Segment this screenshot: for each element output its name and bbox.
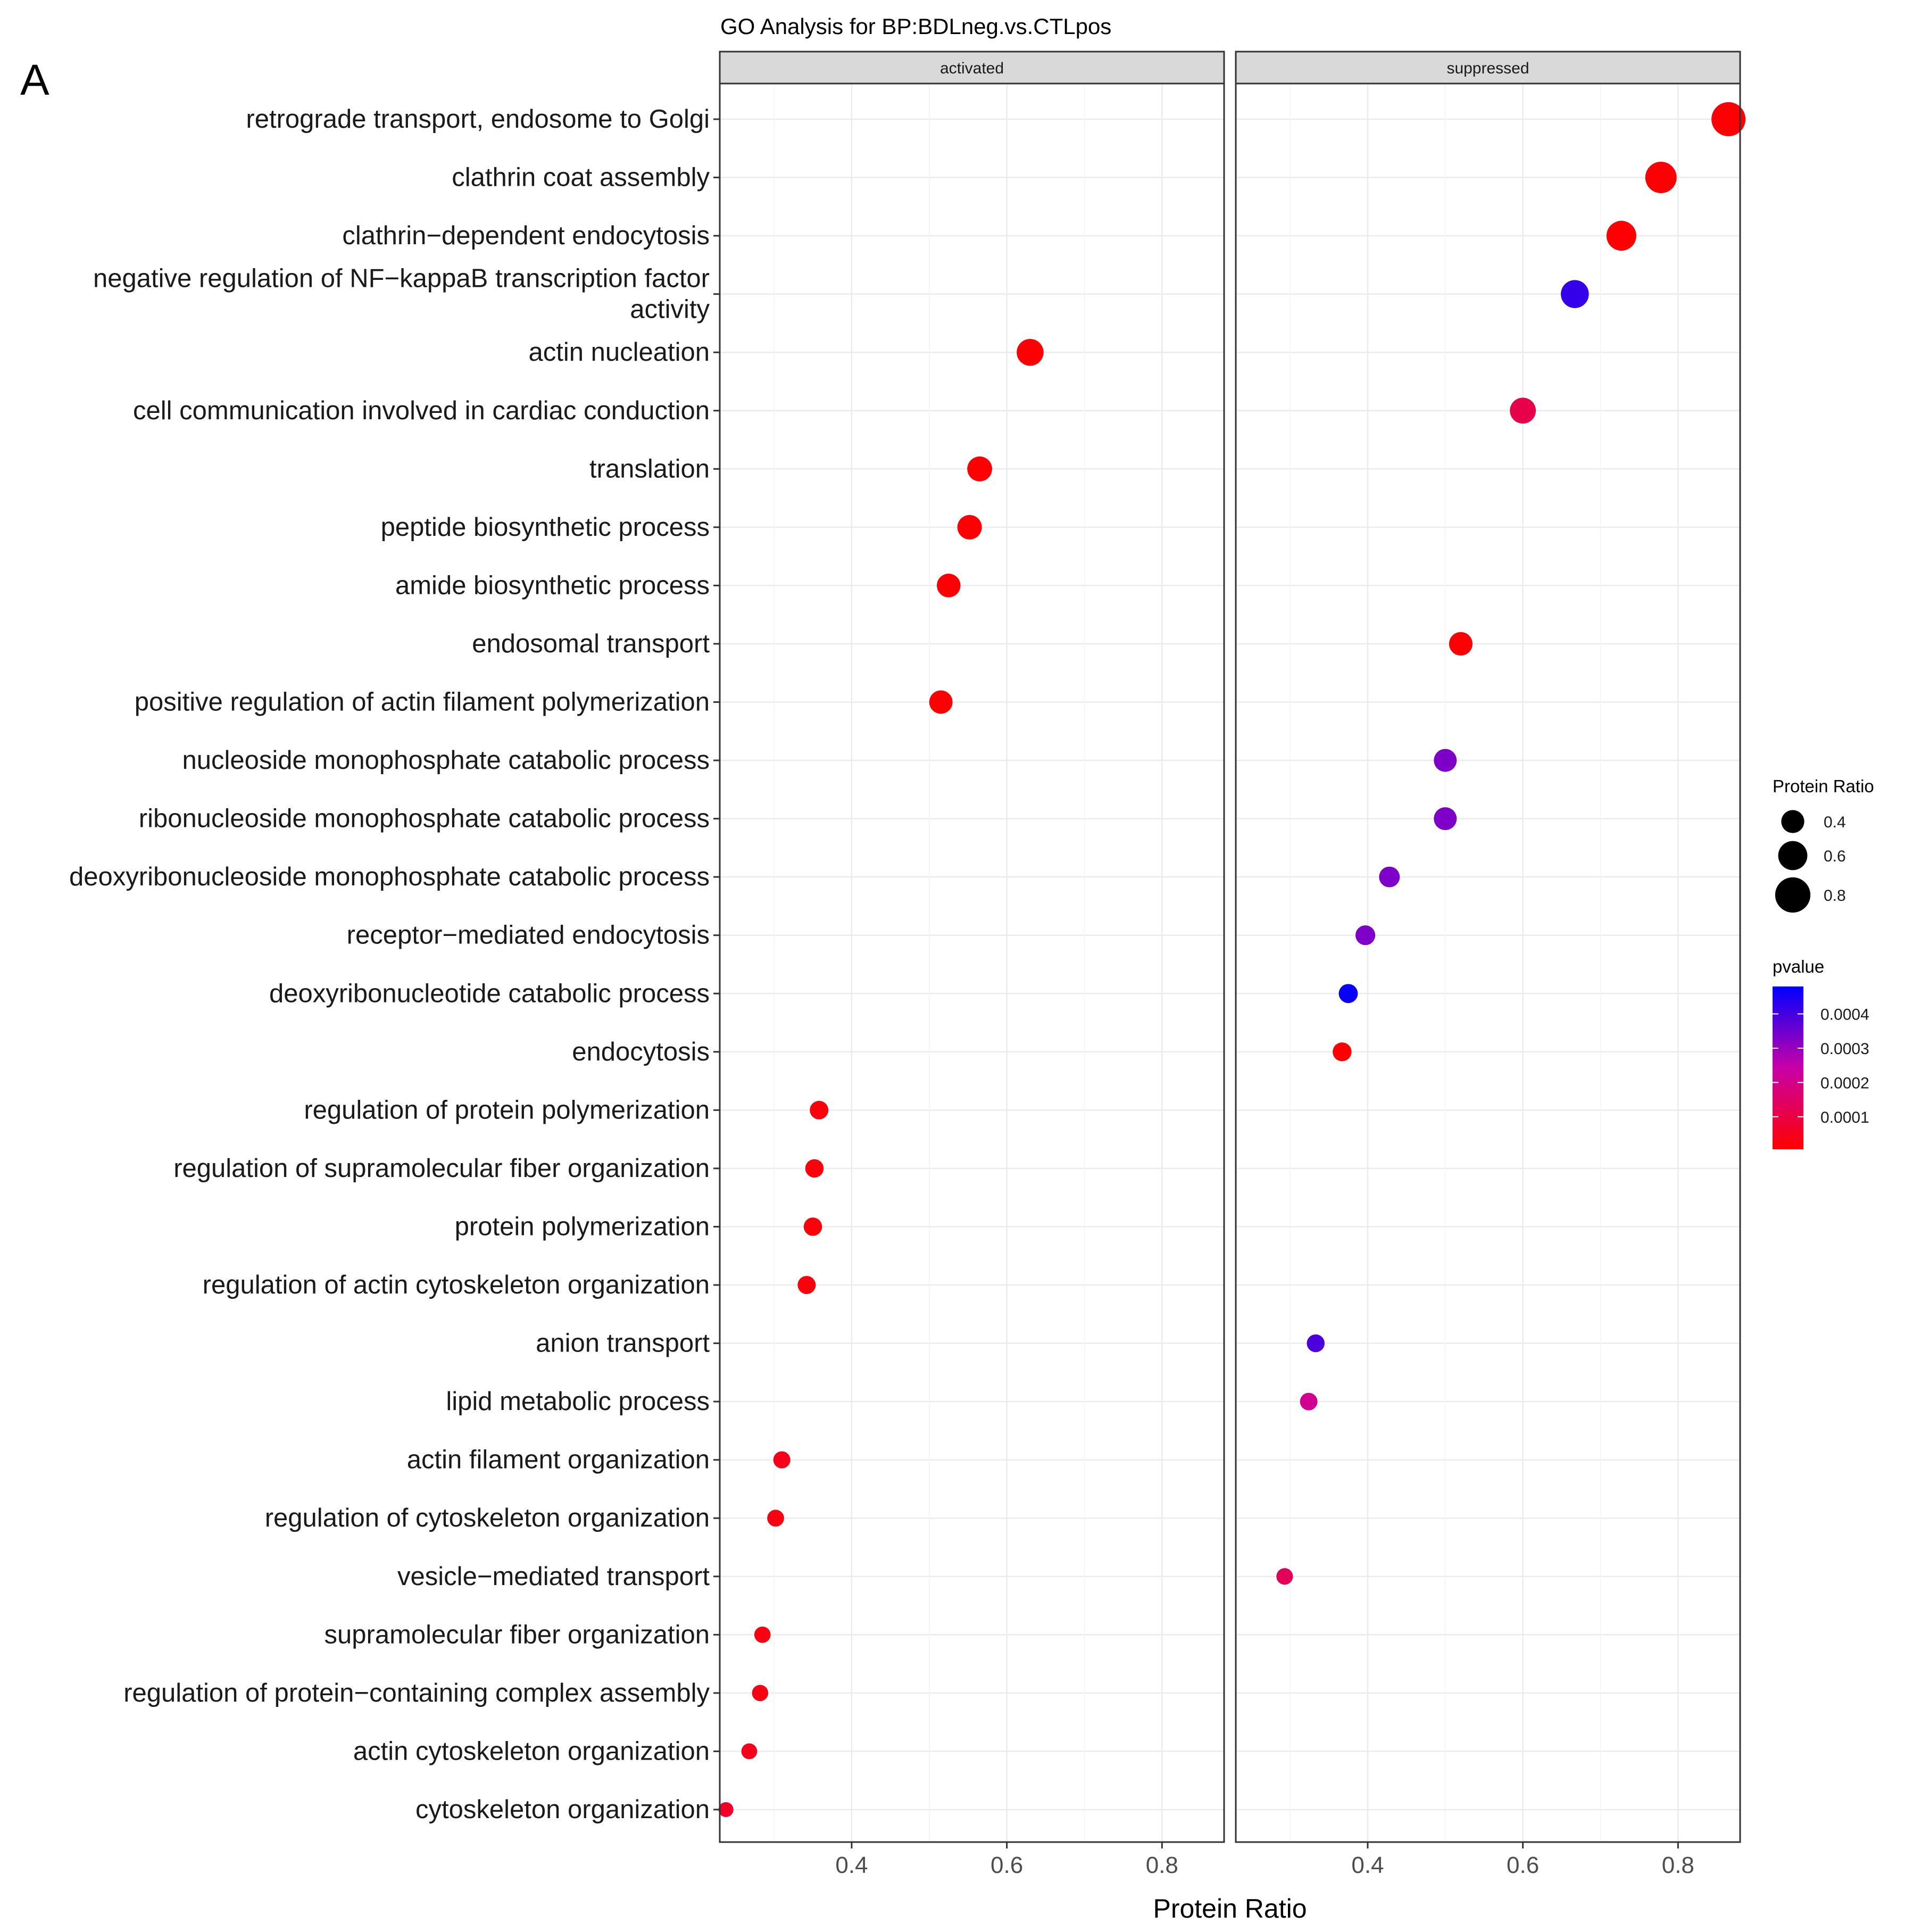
data-point-suppressed <box>1434 807 1457 831</box>
data-point-activated <box>773 1451 791 1469</box>
data-point-suppressed <box>1300 1392 1318 1411</box>
y-tick-label: deoxyribonucleotide catabolic process <box>269 979 710 1008</box>
data-point-suppressed <box>1333 1042 1352 1062</box>
y-tick-label: actin filament organization <box>407 1446 710 1474</box>
color-legend-ticks: 0.0004 0.0003 0.0002 0.0001 <box>1773 1006 1869 1126</box>
y-tick-label: clathrin coat assembly <box>452 163 710 192</box>
y-axis-labels: retrograde transport, endosome to Golgi c… <box>69 105 720 1824</box>
y-tick-label: regulation of supramolecular fiber organ… <box>173 1154 710 1183</box>
y-tick-label: cell communication involved in cardiac c… <box>133 396 710 425</box>
data-point-activated <box>797 1276 816 1294</box>
size-legend-key <box>1778 841 1808 870</box>
data-point-activated <box>803 1217 822 1236</box>
size-legend: 0.4 0.6 0.8 <box>1775 810 1846 913</box>
facet-label-activated: activated <box>940 60 1004 77</box>
color-legend-label: 0.0001 <box>1820 1109 1869 1126</box>
data-point-suppressed <box>1711 102 1746 136</box>
data-point-activated <box>810 1100 829 1120</box>
color-legend-label: 0.0003 <box>1820 1040 1869 1058</box>
facet-label-suppressed: suppressed <box>1446 60 1529 77</box>
x-tick-label: 0.6 <box>1507 1852 1539 1878</box>
data-point-suppressed <box>1434 749 1457 772</box>
y-tick-label: ribonucleoside monophosphate catabolic p… <box>139 805 710 833</box>
data-point-suppressed <box>1449 632 1473 656</box>
grid-lines <box>720 84 1740 1842</box>
data-point-suppressed <box>1561 280 1589 308</box>
y-tick-label: lipid metabolic process <box>446 1387 710 1416</box>
data-point-activated <box>929 690 953 714</box>
x-tick-label: 0.6 <box>991 1852 1023 1878</box>
size-legend-label: 0.4 <box>1824 814 1846 831</box>
y-tick-label: actin nucleation <box>528 338 710 367</box>
data-point-activated <box>937 574 961 598</box>
facet-strip-suppressed <box>1235 51 1741 85</box>
y-tick-label: cytoskeleton organization <box>415 1795 710 1824</box>
y-tick-label: deoxyribonucleoside monophosphate catabo… <box>69 863 710 891</box>
y-tick-label: regulation of actin cytoskeleton organiz… <box>203 1271 710 1299</box>
color-legend-title: pvalue <box>1773 957 1824 976</box>
size-legend-key <box>1781 810 1804 833</box>
y-tick-label: supramolecular fiber organization <box>325 1620 710 1649</box>
data-point-suppressed <box>1645 162 1677 194</box>
y-tick-label: endocytosis <box>572 1038 710 1066</box>
y-tick-label: regulation of protein−containing complex… <box>123 1679 710 1707</box>
color-legend-label: 0.0004 <box>1820 1006 1869 1024</box>
y-tick-label: activity <box>630 295 710 324</box>
y-tick-label: translation <box>589 454 710 483</box>
data-point-suppressed <box>1379 866 1400 888</box>
y-tick-label: receptor−mediated endocytosis <box>347 921 710 950</box>
y-tick-label: negative regulation of NF−kappaB transcr… <box>93 264 710 293</box>
data-point-suppressed <box>1510 397 1536 424</box>
data-point-activated <box>805 1159 824 1178</box>
y-tick-label: regulation of protein polymerization <box>304 1096 710 1124</box>
y-tick-label: protein polymerization <box>455 1212 710 1241</box>
x-tick-label: 0.8 <box>1662 1852 1694 1878</box>
data-point-activated <box>741 1743 758 1760</box>
panel-suppressed <box>1236 84 1740 1842</box>
data-point-activated <box>767 1510 784 1527</box>
y-tick-label: anion transport <box>536 1329 710 1358</box>
y-tick-label: clathrin−dependent endocytosis <box>342 221 710 250</box>
data-point-suppressed <box>1276 1568 1293 1585</box>
data-point-suppressed <box>1338 984 1358 1004</box>
x-tick-label: 0.4 <box>835 1852 868 1878</box>
data-point-activated <box>967 456 992 482</box>
y-tick-label: endosomal transport <box>472 629 710 658</box>
x-axis-ticks: 0.4 0.6 0.8 0.4 0.6 0.8 <box>835 1842 1694 1878</box>
size-legend-key <box>1775 877 1811 913</box>
panel-letter: A <box>20 56 49 104</box>
data-points <box>718 102 1746 1817</box>
x-axis-title: Protein Ratio <box>1153 1894 1307 1923</box>
size-legend-title: Protein Ratio <box>1773 776 1874 796</box>
y-tick-label: vesicle−mediated transport <box>397 1562 710 1591</box>
chart-title: GO Analysis for BP:BDLneg.vs.CTLpos <box>720 14 1111 39</box>
color-legend-bar <box>1773 986 1803 1149</box>
panel-suppressed-border <box>1235 82 1741 1843</box>
data-point-activated <box>754 1626 771 1643</box>
data-point-activated <box>957 515 982 540</box>
y-tick-label: peptide biosynthetic process <box>381 513 710 542</box>
y-tick-label: positive regulation of actin filament po… <box>135 688 710 717</box>
y-tick-label: amide biosynthetic process <box>395 571 710 600</box>
x-tick-label: 0.8 <box>1146 1852 1178 1878</box>
x-tick-label: 0.4 <box>1351 1852 1384 1878</box>
data-point-suppressed <box>1355 925 1376 946</box>
data-point-suppressed <box>1606 221 1636 251</box>
y-tick-label: retrograde transport, endosome to Golgi <box>246 105 710 134</box>
size-legend-label: 0.8 <box>1824 887 1846 905</box>
y-tick-label: actin cytoskeleton organization <box>353 1737 710 1765</box>
y-tick-label: regulation of cytoskeleton organization <box>265 1504 710 1532</box>
panel-activated-border <box>719 82 1225 1843</box>
data-point-activated <box>1017 338 1044 366</box>
facet-strip-activated <box>719 51 1225 85</box>
data-point-suppressed <box>1307 1334 1325 1353</box>
size-legend-label: 0.6 <box>1824 848 1846 865</box>
data-point-activated <box>752 1685 769 1702</box>
y-tick-label: nucleoside monophosphate catabolic proce… <box>182 746 710 775</box>
color-legend-label: 0.0002 <box>1820 1074 1869 1092</box>
panel-activated <box>720 84 1224 1842</box>
data-point-activated <box>718 1802 734 1817</box>
